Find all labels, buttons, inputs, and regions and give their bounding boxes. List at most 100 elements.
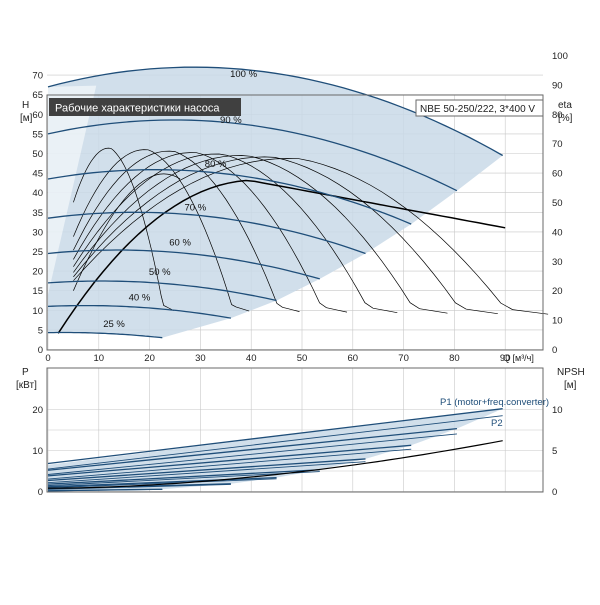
head-chart: 100 % 90 % 80 % 70 % 60 % 50 % 40 % 25 % Рабочи… xyxy=(20,51,573,364)
efficiency-curves xyxy=(57,147,549,334)
y-tick-label: 40 xyxy=(32,188,43,199)
head-curve xyxy=(47,304,231,319)
head-curve-label: 50 % xyxy=(149,267,171,278)
head-curve-label: 100 % xyxy=(230,69,257,80)
power-curve xyxy=(47,476,277,488)
chart-subtitle: NBE 50-250/222, 3*400 V xyxy=(420,104,535,115)
efficiency-curve xyxy=(73,153,398,314)
x-tick-label: 80 xyxy=(449,353,460,364)
head-curve xyxy=(47,119,458,192)
efficiency-curve xyxy=(73,158,549,315)
efficiency-curve xyxy=(73,155,448,314)
y2-tick-label: 40 xyxy=(552,227,563,238)
power-curve xyxy=(47,448,412,480)
power-chart: P [кВт] NPSH [м] P1 (motor+freq.converte… xyxy=(16,367,585,498)
power-plot-frame xyxy=(46,367,544,493)
power-curve xyxy=(47,427,458,471)
x-tick-label: 10 xyxy=(94,353,105,364)
head-curve-label: 60 % xyxy=(169,238,191,249)
power-curve xyxy=(47,469,320,485)
operating-region xyxy=(48,67,503,338)
y-tick-label: 15 xyxy=(32,286,43,297)
y-axis-unit: [м] xyxy=(20,113,33,124)
y2-axis-unit: [%] xyxy=(558,113,573,124)
p2-series-label: P2 xyxy=(491,418,503,429)
p-tick-label: 20 xyxy=(32,405,43,416)
y2-tick-label: 60 xyxy=(552,169,563,180)
head-curve xyxy=(47,169,412,225)
x-tick-labels: 0 10 20 30 40 50 60 70 80 90 xyxy=(45,353,510,364)
x-tick-label: 90 xyxy=(500,353,511,364)
chart-title: Рабочие характеристики насоса xyxy=(55,103,220,115)
power-curve xyxy=(47,461,366,484)
p1-series-label: P1 (motor+freq.converter) xyxy=(440,397,549,408)
x-tick-label: 40 xyxy=(246,353,257,364)
head-curve-labels: 100 % 90 % 80 % 70 % 60 % 50 % 40 % 25 % xyxy=(103,69,257,330)
efficiency-curve xyxy=(73,156,498,315)
power-curve xyxy=(47,478,277,489)
y-tick-labels: 0 5 10 15 20 25 30 35 40 45 50 55 60 65 70 xyxy=(32,71,43,356)
efficiency-curve-main xyxy=(57,179,506,334)
x-tick-label: 0 xyxy=(45,353,50,364)
y2-tick-label: 0 xyxy=(552,345,557,356)
efficiency-curve xyxy=(73,152,348,313)
x-tick-label: 30 xyxy=(195,353,206,364)
head-curve xyxy=(47,280,277,302)
x-axis-label: Q [м³/ч] xyxy=(503,353,534,363)
subtitle-box xyxy=(415,99,544,117)
x-tick-label: 70 xyxy=(398,353,409,364)
left-wedge xyxy=(48,85,97,334)
head-curve xyxy=(47,66,504,157)
power-curves xyxy=(47,408,503,492)
npsh-tick-label: 0 xyxy=(552,487,557,498)
y-tick-label: 20 xyxy=(32,267,43,278)
y2-tick-label: 90 xyxy=(552,80,563,91)
y-tick-label: 55 xyxy=(32,129,43,140)
y-tick-label: 60 xyxy=(32,110,43,121)
npsh-curve xyxy=(48,440,503,489)
power-curve xyxy=(47,433,457,475)
y2-tick-label: 20 xyxy=(552,286,563,297)
power-curve xyxy=(47,408,503,465)
npsh-tick-label: 10 xyxy=(552,405,563,416)
power-curve xyxy=(47,471,320,487)
efficiency-curve-hump xyxy=(73,173,181,291)
efficiency-curve xyxy=(73,149,250,312)
efficiency-curve xyxy=(73,147,174,311)
npsh-axis-label: NPSH xyxy=(557,367,585,378)
p-axis-unit: [кВт] xyxy=(16,380,37,391)
y-tick-label: 70 xyxy=(32,71,43,82)
title-box xyxy=(49,98,241,116)
y2-tick-label: 10 xyxy=(552,316,563,327)
power-curve xyxy=(47,458,366,482)
p-tick-label: 10 xyxy=(32,446,43,457)
head-curve-label: 40 % xyxy=(129,293,151,304)
head-curve-label: 70 % xyxy=(184,202,206,213)
y2-tick-label: 70 xyxy=(552,139,563,150)
npsh-tick-labels: 0 5 10 xyxy=(552,405,563,498)
head-plot-frame xyxy=(46,94,544,351)
head-curves xyxy=(47,66,504,339)
y-axis-label: H xyxy=(22,100,29,111)
power-curve xyxy=(47,415,503,470)
x-tick-label: 60 xyxy=(348,353,359,364)
power-curve xyxy=(47,488,163,492)
head-curve-label: 25 % xyxy=(103,319,125,330)
head-curve xyxy=(47,249,320,280)
y-tick-label: 30 xyxy=(32,227,43,238)
y2-tick-labels: 0 10 20 30 40 50 60 70 80 90 100 xyxy=(552,51,568,356)
efficiency-curve xyxy=(73,150,300,312)
y-tick-label: 45 xyxy=(32,169,43,180)
power-curve xyxy=(47,483,231,490)
y-tick-label: 50 xyxy=(32,149,43,160)
p-tick-labels: 0 10 20 xyxy=(32,405,43,498)
x-tick-label: 50 xyxy=(297,353,308,364)
y-tick-label: 25 xyxy=(32,247,43,258)
y2-tick-label: 80 xyxy=(552,110,563,121)
npsh-axis-unit: [м] xyxy=(564,380,577,391)
y-tick-label: 0 xyxy=(38,345,43,356)
head-curve-label: 80 % xyxy=(205,159,227,170)
p-tick-label: 0 xyxy=(38,487,43,498)
